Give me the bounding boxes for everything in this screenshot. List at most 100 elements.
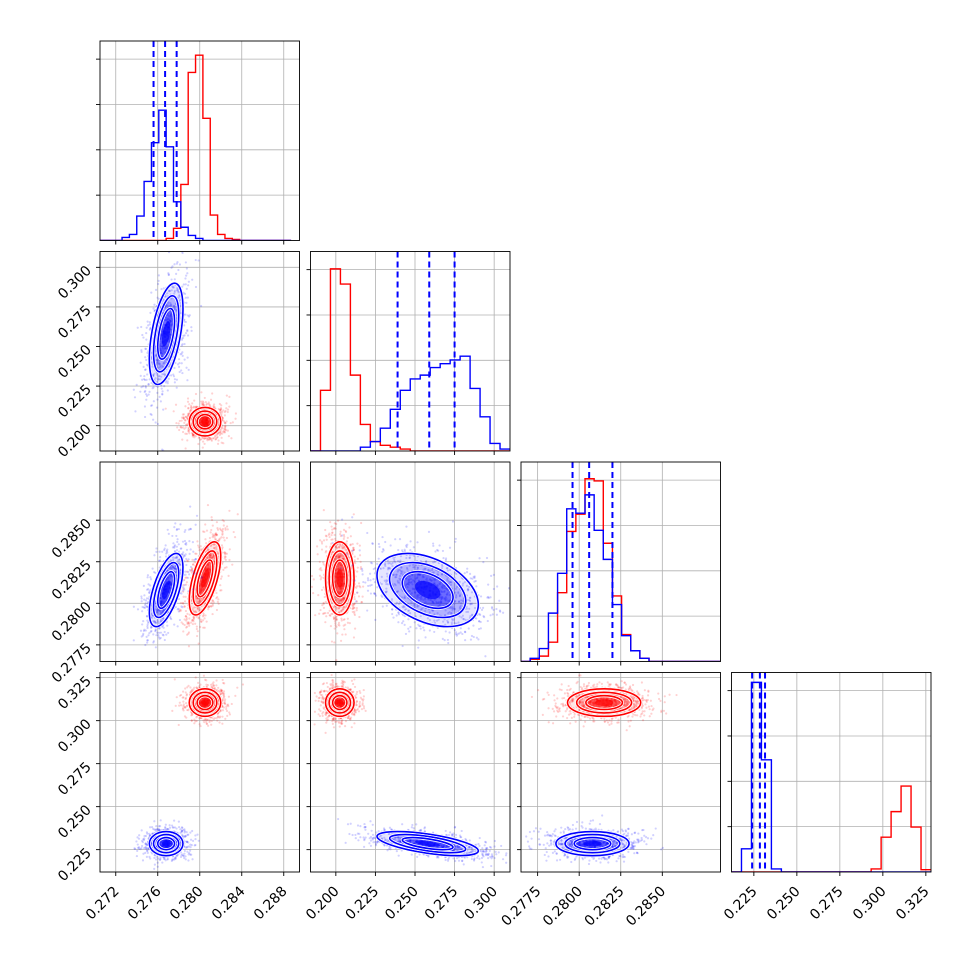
scatter-point xyxy=(228,405,231,408)
scatter-point xyxy=(214,532,217,536)
scatter-point xyxy=(180,362,183,365)
scatter-point xyxy=(175,556,178,559)
scatter-point xyxy=(181,601,184,605)
scatter-point xyxy=(324,528,327,532)
scatter-point xyxy=(220,412,223,415)
scatter-point xyxy=(161,327,164,331)
scatter-point xyxy=(176,540,179,544)
scatter-point xyxy=(199,438,202,441)
scatter-point xyxy=(160,334,163,338)
scatter-point xyxy=(183,342,186,346)
scatter-point xyxy=(214,532,217,535)
scatter-point xyxy=(453,628,456,632)
scatter-point xyxy=(191,622,195,626)
scatter-point xyxy=(184,277,187,280)
scatter-point xyxy=(213,543,216,546)
scatter-point xyxy=(224,527,227,530)
scatter-point xyxy=(163,630,166,634)
scatter-point xyxy=(177,607,180,611)
scatter-point xyxy=(185,576,188,579)
scatter-point xyxy=(180,352,183,355)
scatter-point xyxy=(191,567,194,571)
scatter-point xyxy=(182,551,185,554)
scatter-point xyxy=(178,370,181,374)
scatter-point xyxy=(216,432,219,435)
scatter-point xyxy=(181,438,184,441)
scatter-point xyxy=(209,555,212,558)
scatter-point xyxy=(222,536,225,539)
scatter-point xyxy=(225,407,228,410)
scatter-point xyxy=(360,600,364,604)
scatter-point xyxy=(317,594,320,597)
scatter-point xyxy=(194,610,197,613)
scatter-point xyxy=(140,350,143,353)
scatter-point xyxy=(195,634,199,638)
scatter-point xyxy=(201,619,205,622)
scatter-point xyxy=(212,437,215,440)
scatter-point xyxy=(176,363,180,366)
scatter-point xyxy=(177,291,180,294)
scatter-point xyxy=(183,358,186,361)
scatter-point xyxy=(196,606,200,610)
scatter-point xyxy=(187,558,190,561)
scatter-point xyxy=(206,503,210,507)
scatter-point xyxy=(201,402,204,405)
scatter-point xyxy=(156,398,159,401)
scatter-point xyxy=(162,634,165,637)
scatter-point xyxy=(185,583,188,586)
scatter-point xyxy=(355,609,358,612)
scatter-point xyxy=(234,412,238,415)
scatter-point xyxy=(218,409,221,412)
scatter-point xyxy=(223,429,226,432)
scatter-point xyxy=(200,400,203,403)
y-tick-label: 0.2800 xyxy=(49,599,95,645)
scatter-point xyxy=(203,530,206,533)
scatter-point xyxy=(220,404,223,407)
scatter-point xyxy=(173,306,176,310)
scatter-point xyxy=(213,536,216,539)
scatter-point xyxy=(160,332,163,336)
scatter-point xyxy=(362,580,365,584)
scatter-point xyxy=(221,427,224,430)
scatter-point xyxy=(170,324,173,327)
scatter-point xyxy=(165,358,168,361)
scatter-point xyxy=(219,527,222,530)
scatter-point xyxy=(358,549,361,552)
scatter-point xyxy=(183,334,186,337)
scatter-point xyxy=(343,618,346,621)
scatter-point xyxy=(358,584,361,588)
scatter-point xyxy=(169,314,172,318)
contour-line-1 xyxy=(152,295,180,373)
scatter-point xyxy=(171,265,174,268)
scatter-point xyxy=(227,435,230,438)
scatter-point xyxy=(146,373,149,376)
scatter-point xyxy=(221,529,224,532)
scatter-point xyxy=(164,381,168,384)
scatter-point xyxy=(200,402,203,405)
scatter-point xyxy=(224,421,227,425)
scatter-point xyxy=(187,570,190,574)
scatter-point xyxy=(165,346,168,350)
scatter-point xyxy=(189,409,192,412)
scatter-point xyxy=(175,528,178,532)
scatter-point xyxy=(178,618,182,622)
scatter-point xyxy=(342,537,345,540)
scatter-point xyxy=(219,408,223,411)
scatter-point xyxy=(221,530,224,533)
scatter-point xyxy=(324,611,327,615)
scatter-point xyxy=(169,304,172,307)
scatter-point xyxy=(181,430,185,434)
scatter-point xyxy=(191,278,194,281)
scatter-point xyxy=(164,307,167,310)
scatter-point xyxy=(154,421,157,424)
scatter-point xyxy=(327,533,330,536)
scatter-point xyxy=(170,323,173,326)
scatter-point xyxy=(184,595,187,598)
scatter-point xyxy=(352,636,356,639)
scatter-point xyxy=(208,569,211,572)
scatter-point xyxy=(132,639,135,642)
scatter-point xyxy=(164,294,167,298)
scatter-point xyxy=(144,643,147,647)
scatter-point xyxy=(140,325,143,329)
scatter-point xyxy=(356,557,359,560)
